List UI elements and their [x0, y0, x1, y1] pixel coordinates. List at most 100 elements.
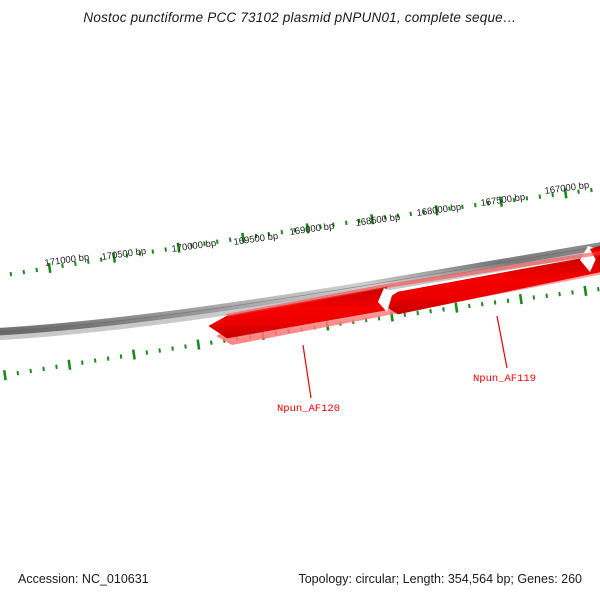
ruler-tick-minor: [210, 340, 213, 345]
ruler-tick-minor: [216, 239, 219, 244]
ruler-tick-minor: [532, 295, 536, 300]
ruler-tick-major: [370, 214, 375, 225]
ruler-tick-minor: [506, 298, 510, 303]
ruler-tick-minor: [145, 350, 149, 355]
ruler-tick-major: [196, 339, 201, 350]
ruler-tick-minor: [429, 308, 432, 314]
ruler-tick-minor: [396, 213, 400, 218]
ruler-tick-minor: [9, 271, 13, 277]
ruler-tick-minor: [87, 259, 90, 264]
ruler-coordinate-label: 171000 bp: [44, 252, 90, 269]
ruler-tick-major: [583, 285, 588, 296]
ruler-tick-minor: [545, 293, 548, 298]
ruler-tick-minor: [558, 291, 561, 297]
ruler-tick-minor: [203, 241, 206, 246]
ruler-tick-minor: [493, 300, 497, 305]
status-bar: Accession: NC_010631 Topology: circular;…: [0, 562, 600, 600]
ruler-tick-minor: [171, 346, 174, 351]
ruler-tick-major: [241, 232, 246, 243]
ruler-tick-major: [434, 205, 439, 216]
ruler-tick-major: [454, 302, 459, 313]
ruler-tick-minor: [151, 249, 155, 254]
ruler-tick-minor: [577, 189, 580, 194]
ruler-tick-major: [176, 242, 181, 253]
map-svg[interactable]: 171000 bp 170500 bp 170000 bp 169500 bp 1690…: [0, 0, 600, 560]
feature-highlight: [226, 251, 600, 317]
feature-leader-line: [302, 344, 312, 399]
ruler-tick-minor: [125, 253, 129, 258]
ruler-tick-major: [131, 349, 136, 360]
ruler-tick-minor: [345, 220, 348, 226]
ruler-tick-minor: [551, 192, 554, 198]
ruler-tick-major: [47, 262, 52, 274]
ruler-tick-minor: [138, 251, 142, 256]
ruler-tick-minor: [164, 247, 167, 252]
ruler-tick-minor: [81, 360, 84, 365]
ruler-tick-minor: [422, 209, 425, 215]
ruler-coordinate-label: 168500 bp: [355, 212, 401, 229]
ruler-coordinate-label: 168000 bp: [416, 202, 462, 219]
ruler-coordinate-label: 170500 bp: [101, 246, 147, 263]
feature-leader-line: [496, 315, 508, 369]
feature-track-reverse[interactable]: [208, 246, 600, 345]
ruler-tick-minor: [61, 263, 64, 269]
ruler-tick-minor: [267, 231, 271, 237]
ruler-tick-major: [499, 196, 504, 207]
ruler-tick-minor: [468, 303, 471, 309]
ruler-tick-minor: [35, 267, 38, 273]
ruler-tick-minor: [99, 257, 103, 262]
ruler-tick-minor: [55, 364, 58, 369]
ruler-tick-minor: [332, 222, 335, 227]
ruler-tick-major: [305, 223, 310, 234]
ruler-tick-minor: [597, 286, 600, 292]
ruler-tick-minor: [442, 307, 445, 312]
ruler-tick-minor: [42, 366, 45, 372]
ruler-tick-major: [112, 252, 117, 263]
gene-arrow-npun-af119[interactable]: [380, 254, 600, 315]
ruler-tick-minor: [486, 201, 490, 206]
ruler-tick-minor: [512, 197, 516, 203]
ruler-tick-minor: [190, 243, 193, 248]
ruler-tick-minor: [357, 218, 361, 224]
ruler-labels-upper: 171000 bp 170500 bp 170000 bp 169500 bp 1690…: [44, 180, 590, 269]
ruler-tick-minor: [409, 211, 413, 217]
ruler-tick-minor: [254, 233, 258, 239]
ruler-tick-minor: [525, 196, 529, 201]
ruler-tick-minor: [228, 237, 232, 242]
ruler-tick-minor: [22, 269, 26, 275]
feature-label-npun-af120[interactable]: Npun_AF120: [277, 403, 340, 415]
feature-label-npun-af119[interactable]: Npun_AF119: [473, 373, 536, 385]
ruler-tick-minor: [538, 194, 542, 199]
ruler-tick-major: [2, 370, 7, 381]
ruler-tick-major: [563, 188, 568, 199]
ruler-tick-minor: [448, 206, 451, 211]
ruler-tick-minor: [461, 204, 464, 210]
ruler-tick-minor: [590, 187, 593, 193]
ruler-tick-minor: [474, 202, 477, 208]
ruler-tick-minor: [184, 344, 187, 349]
ruler-tick-minor: [106, 356, 110, 361]
ruler-tick-minor: [403, 312, 407, 317]
ruler-tick-minor: [383, 215, 387, 220]
feature-labels: Npun_AF120 Npun_AF119: [277, 315, 536, 415]
map-canvas[interactable]: 171000 bp 170500 bp 170000 bp 169500 bp 1690…: [0, 0, 600, 560]
ruler-tick-minor: [280, 229, 284, 235]
ruler-tick-minor: [571, 290, 574, 295]
ruler-tick-minor: [74, 261, 77, 266]
gene-arrow-notch: [378, 288, 393, 312]
ruler-tick-minor: [416, 310, 419, 316]
ruler-tick-minor: [93, 358, 97, 363]
ruler-ticks-upper: [9, 187, 593, 277]
accession-text: Accession: NC_010631: [18, 572, 149, 586]
backbone-outline: [0, 245, 600, 333]
ruler-tick-minor: [29, 368, 32, 374]
ruler-tick-minor: [319, 224, 322, 229]
ruler-coordinate-label: 170000 bp: [171, 238, 217, 255]
ruler-tick-minor: [480, 301, 484, 307]
ruler-tick-major: [67, 359, 72, 370]
ruler-tick-minor: [158, 348, 161, 353]
ruler-tick-minor: [377, 316, 381, 321]
ruler-tick-major: [518, 293, 523, 305]
ruler-coordinate-label: 169500 bp: [233, 231, 279, 248]
